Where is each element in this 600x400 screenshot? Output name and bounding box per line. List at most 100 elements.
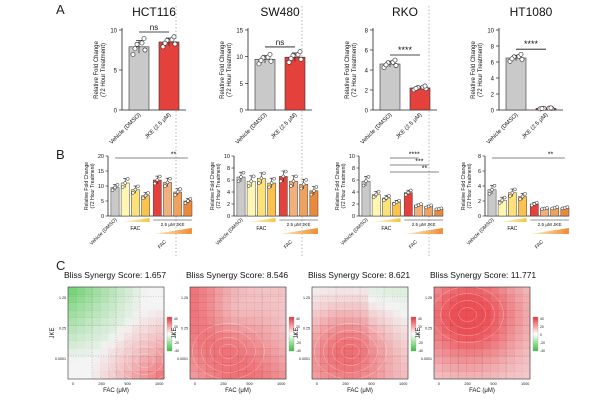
heatmap-cell [474, 294, 483, 303]
data-point [134, 41, 140, 47]
heatmap-cell [246, 294, 255, 303]
heatmap-cell [490, 333, 499, 341]
heatmap-cell [498, 348, 507, 357]
heatmap-cell [474, 333, 483, 341]
heatmap-cell [360, 287, 369, 295]
significance-label: **** [409, 152, 420, 159]
x-tick-label: Vehicle (DMSO) [89, 217, 119, 247]
heatmap-cell [514, 356, 523, 364]
data-point [286, 59, 292, 65]
heatmap-cell [434, 294, 443, 303]
heatmap-cell [482, 348, 491, 357]
heatmap-cell [156, 333, 165, 341]
data-point [490, 188, 494, 192]
heatmap-cell [270, 340, 279, 349]
heatmap-cell [262, 333, 271, 341]
heatmap-cell [222, 294, 231, 303]
heatmap-cell [84, 348, 93, 357]
heatmap-cell [360, 310, 369, 318]
y-tick-label: 0 [352, 214, 355, 220]
heatmap-cell [498, 371, 507, 380]
chart-title: Bliss Synergy Score: 8.546 [186, 270, 288, 280]
heatmap-cell [238, 356, 247, 364]
heatmap-cell [368, 363, 377, 372]
heatmap-cell [384, 317, 393, 326]
heatmap-cell [116, 294, 125, 303]
heatmap-cell [270, 363, 279, 372]
heatmap-cell [68, 356, 76, 364]
heatmap-cell [498, 294, 507, 303]
chart-a-ht1080: HT1080 0 2 4 6 8 10 Relative Fold Change (72 Hou… [471, 5, 563, 146]
heatmap-cell [132, 363, 141, 372]
y-axis-label: Relative Fold Change [84, 162, 90, 210]
heatmap-cell [442, 310, 451, 318]
heatmap-cell [238, 363, 247, 372]
heatmap-cell [474, 287, 483, 295]
heatmap-cell [506, 363, 515, 372]
data-point [497, 201, 502, 205]
heatmap-cell [514, 340, 523, 349]
combo-fac-gradient-wedge [279, 228, 318, 234]
heatmap-cell [352, 348, 361, 357]
fac-gradient-wedge [372, 218, 401, 222]
heatmap-cell [262, 287, 271, 295]
data-point [125, 177, 130, 181]
contour-line [210, 337, 247, 366]
heatmap-cell [514, 294, 523, 303]
heatmap-cell [392, 340, 401, 349]
heatmap-cell [108, 302, 117, 311]
heatmap-cell [278, 302, 287, 311]
heatmap-cell [344, 363, 353, 372]
heatmap-cell [254, 363, 263, 372]
y-tick-label: 10 [224, 154, 230, 160]
heatmap-cell [384, 287, 393, 295]
heatmap-cell [246, 325, 255, 334]
x-tick-label: 250 [98, 382, 104, 386]
heatmap-cell [384, 340, 393, 349]
heatmap-cell [222, 348, 231, 357]
heatmap-cell [442, 371, 451, 380]
heatmap-cell [124, 348, 133, 357]
heatmap-cell [76, 317, 85, 326]
heatmap-cell [156, 295, 164, 303]
heatmap-cell [352, 333, 361, 341]
data-point [136, 184, 140, 189]
heatmap-cell [312, 348, 321, 357]
data-point [173, 193, 177, 197]
contour-line [332, 337, 369, 366]
legend-colorbar [166, 316, 173, 352]
heatmap-cell [482, 302, 491, 311]
y-tick-label: 0.25 [303, 326, 310, 330]
heatmap-cell [458, 310, 467, 318]
legend-tick-label: -20 [296, 341, 301, 345]
y-axis-label: JKE [416, 327, 422, 338]
data-point [153, 181, 157, 186]
x-tick-label: JKE (2.5 μM) [395, 112, 423, 140]
chart-c-2: Bliss Synergy Score: 8.621 0 250 500 1000 0.0… [294, 270, 423, 394]
heatmap-cell [442, 348, 451, 357]
chart-a-rko: RKO 0 2 4 6 8 Relative Fold Change (72 Hour Tre… [345, 5, 437, 146]
heatmap-cell [474, 371, 483, 380]
y-tick-label: 0 [227, 214, 230, 220]
heatmap-cell [328, 287, 337, 295]
heatmap-cell [68, 294, 77, 303]
heatmap-cell [360, 325, 369, 334]
heatmap-cell [442, 302, 451, 311]
heatmap-cell [148, 325, 157, 334]
x-tick-label: 0 [316, 382, 318, 386]
heatmap-cell [490, 317, 499, 326]
heatmap-cell [230, 363, 239, 372]
heatmap-cell [108, 310, 117, 318]
chart-b-sw480: 0 2 4 6 8 10 Relative Fold Change (72 Hour Trea… [210, 154, 319, 250]
heatmap-cell [384, 356, 393, 364]
heatmap-cell [206, 317, 215, 326]
heatmap-cell [474, 317, 483, 326]
heatmap-cell [312, 356, 321, 364]
heatmap-cell [458, 371, 467, 380]
heatmap-cell [254, 294, 263, 303]
heatmap-cell [482, 325, 491, 334]
heatmap-cell [230, 371, 239, 380]
heatmap-cell [434, 333, 443, 341]
